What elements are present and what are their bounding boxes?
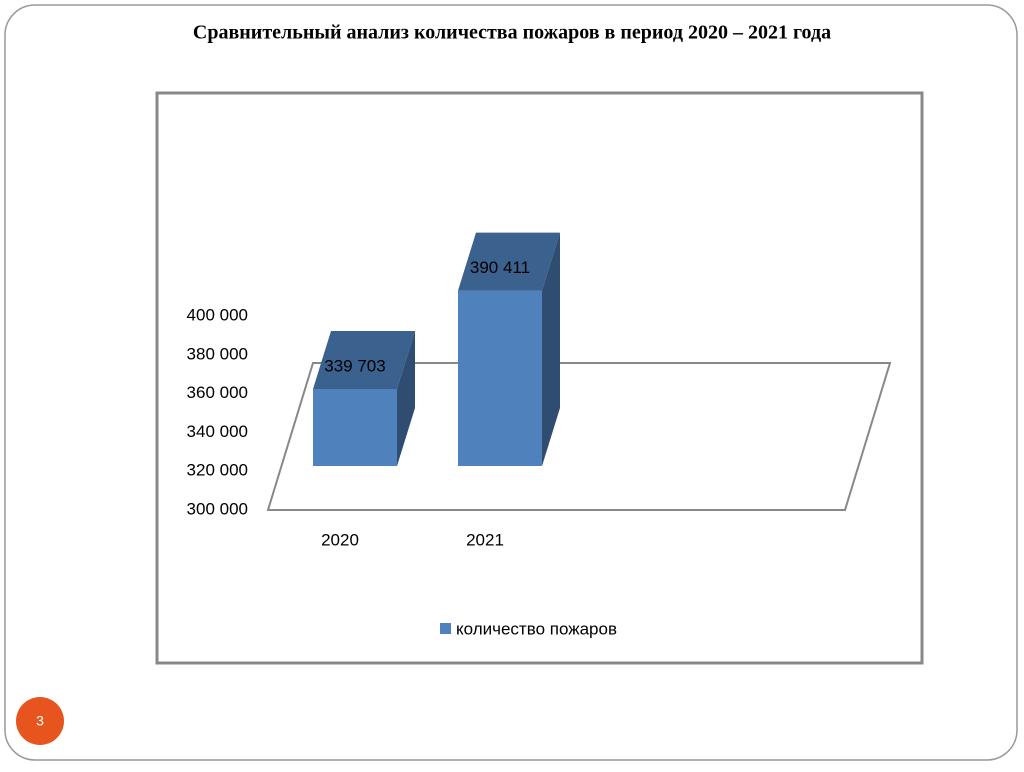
- y-tick-label: 400 000: [187, 305, 248, 324]
- y-tick-label: 380 000: [187, 344, 248, 363]
- bar-side: [542, 232, 560, 466]
- floor: [266, 362, 892, 511]
- y-tick-label: 320 000: [187, 461, 248, 480]
- bar-top: [458, 232, 560, 291]
- y-tick-label: 300 000: [187, 499, 248, 518]
- bar-top: [313, 330, 415, 389]
- bar-front: [458, 290, 542, 466]
- y-tick-label: 360 000: [187, 383, 248, 402]
- value-label: 390 411: [470, 258, 530, 277]
- x-tick-label: 2020: [321, 530, 359, 549]
- slide-number: 3: [36, 713, 44, 729]
- slide-number-badge: [16, 697, 64, 745]
- value-label: 339 703: [324, 356, 385, 375]
- bar-front: [313, 388, 397, 466]
- chart-title: Сравнительный анализ количества пожаров …: [193, 22, 831, 44]
- bar-side: [397, 330, 415, 466]
- legend-label: количество пожаров: [456, 619, 617, 638]
- y-tick-label: 340 000: [187, 422, 248, 441]
- x-tick-label: 2021: [466, 530, 504, 549]
- legend-swatch: [440, 623, 451, 634]
